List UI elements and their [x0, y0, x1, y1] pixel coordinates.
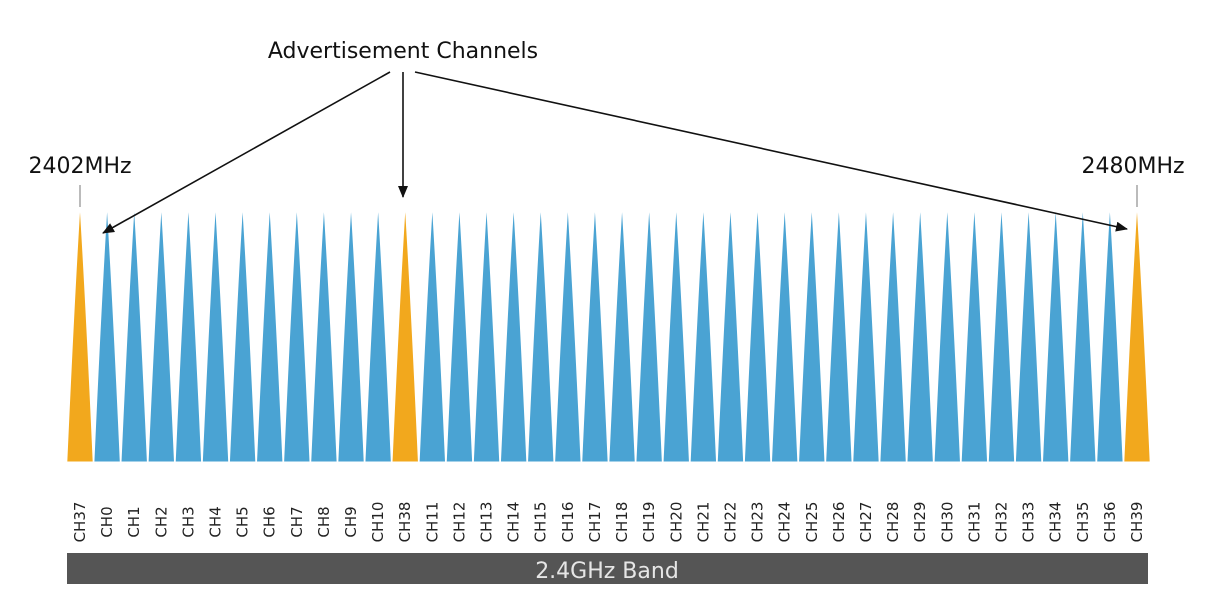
channel-label: CH39: [1128, 502, 1146, 543]
channel-label: CH26: [830, 502, 848, 543]
channel-label: CH5: [234, 506, 252, 537]
data-channel-spike: [1096, 203, 1124, 463]
data-channel-spike: [960, 203, 989, 463]
data-channel-spike: [527, 203, 555, 463]
channel-label: CH38: [396, 502, 414, 543]
advertisement-channels-title: Advertisement Channels: [268, 39, 538, 64]
channel-label: CH36: [1101, 502, 1119, 543]
data-channel-spike: [662, 203, 690, 463]
data-channel-spike: [1069, 203, 1097, 463]
data-channel-spike: [364, 203, 392, 463]
channel-label: CH9: [342, 506, 360, 537]
channel-label: CH15: [532, 502, 550, 543]
channel-label: CH12: [450, 502, 468, 543]
channel-label: CH7: [288, 506, 306, 537]
channel-label: CH8: [315, 506, 333, 537]
channel-label: CH34: [1047, 502, 1065, 543]
freq-end-label: 2480MHz: [1081, 154, 1184, 179]
advertising-channel-spike: [391, 203, 419, 463]
channel-label: CH11: [423, 502, 441, 543]
arrow-to-ch37: [102, 71, 391, 234]
band-label: 2.4GHz Band: [535, 559, 679, 584]
channel-label: CH14: [505, 502, 523, 543]
data-channel-spike: [1041, 203, 1070, 463]
data-channel-spike: [418, 203, 447, 463]
data-channel-spike: [716, 203, 745, 463]
channel-label: CH25: [803, 502, 821, 543]
band-bar: [67, 553, 1148, 584]
channel-label: CH32: [992, 502, 1010, 543]
channel-label: CH19: [640, 502, 658, 543]
channel-spikes: [66, 203, 1151, 463]
data-channel-spike: [147, 203, 176, 463]
data-channel-spike: [228, 203, 257, 463]
data-channel-spike: [743, 203, 772, 463]
channel-label: CH31: [965, 502, 983, 543]
data-channel-spike: [581, 203, 609, 463]
channel-label: CH18: [613, 502, 631, 543]
data-channel-spike: [635, 203, 663, 463]
data-channel-spike: [174, 203, 203, 463]
channel-label: CH6: [261, 506, 279, 537]
channel-label: CH20: [667, 502, 685, 543]
data-channel-spike: [987, 203, 1016, 463]
data-channel-spike: [689, 203, 718, 463]
data-channel-spike: [852, 203, 880, 463]
channel-label: CH33: [1020, 502, 1038, 543]
data-channel-spike: [201, 203, 230, 463]
channel-label: CH29: [911, 502, 929, 543]
data-channel-spike: [879, 203, 907, 463]
channel-label: CH30: [938, 502, 956, 543]
data-channel-spike: [1014, 203, 1043, 463]
freq-start-label: 2402MHz: [28, 154, 131, 179]
data-channel-spike: [310, 203, 338, 463]
channel-label: CH37: [71, 502, 89, 543]
data-channel-spike: [472, 203, 501, 463]
channel-label: CH13: [478, 502, 496, 543]
channel-label: CH28: [884, 502, 902, 543]
advertising-channel-spike: [66, 203, 94, 463]
data-channel-spike: [825, 203, 853, 463]
data-channel-spike: [120, 203, 148, 463]
advertising-channel-spike: [1123, 203, 1151, 463]
channel-label: CH21: [694, 502, 712, 543]
data-channel-spike: [499, 203, 528, 463]
data-channel-spike: [93, 203, 121, 463]
channel-label: CH16: [559, 502, 577, 543]
data-channel-spike: [445, 203, 474, 463]
channel-label: CH10: [369, 502, 387, 543]
data-channel-spike: [337, 203, 365, 463]
data-channel-spike: [906, 203, 934, 463]
channel-label: CH17: [586, 502, 604, 543]
data-channel-spike: [770, 203, 799, 463]
data-channel-spike: [798, 203, 826, 463]
channel-label: CH2: [152, 506, 170, 537]
channel-label: CH22: [721, 502, 739, 543]
channel-label: CH3: [179, 506, 197, 537]
arrow-to-ch39: [414, 71, 1128, 232]
data-channel-spike: [554, 203, 582, 463]
channel-labels: CH37 CH0 CH1 CH2 CH3 CH4 CH5 CH6 CH7 CH8 CH9 CH10 CH…: [71, 502, 1146, 543]
data-channel-spike: [933, 203, 962, 463]
channel-label: CH23: [749, 502, 767, 543]
channel-label: CH24: [776, 502, 794, 543]
channel-label: CH27: [857, 502, 875, 543]
data-channel-spike: [255, 203, 284, 463]
data-channel-spike: [608, 203, 636, 463]
channel-label: CH35: [1074, 502, 1092, 543]
data-channel-spike: [283, 203, 311, 463]
channel-label: CH4: [207, 506, 225, 537]
channel-label: CH0: [98, 506, 116, 537]
channel-label: CH1: [125, 506, 143, 537]
